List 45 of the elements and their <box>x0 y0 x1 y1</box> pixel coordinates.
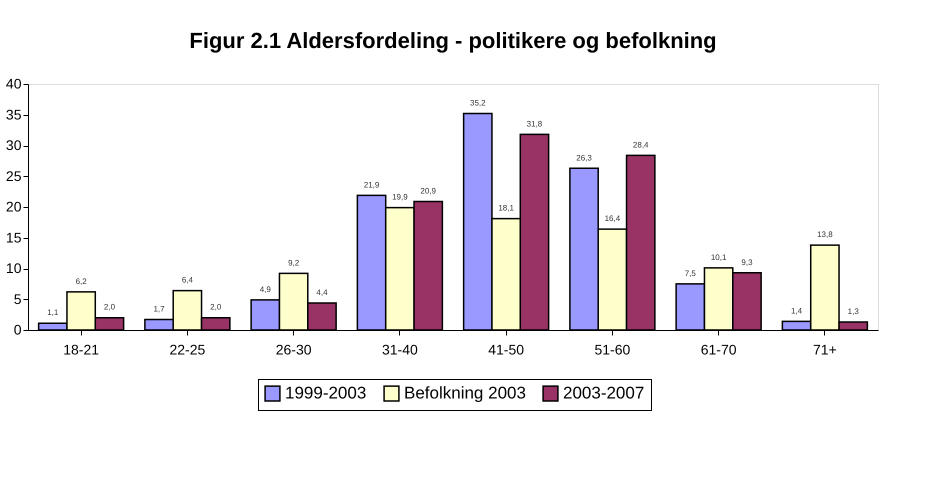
data-label: 18,1 <box>498 204 514 213</box>
x-tick-label: 18-21 <box>63 342 100 358</box>
legend-label: 2003-2007 <box>563 384 644 403</box>
data-label: 7,5 <box>684 268 696 278</box>
data-label: 6,4 <box>182 276 194 285</box>
y-tick-label: 0 <box>14 322 22 338</box>
data-label: 28,4 <box>632 140 650 150</box>
chart-title: Figur 2.1 Aldersfordeling - politikere og befolkning <box>189 28 717 53</box>
x-tick-label: 41-50 <box>488 342 524 358</box>
data-label: 35,2 <box>470 98 486 108</box>
y-tick-label: 35 <box>6 106 22 122</box>
y-tick-label: 40 <box>6 76 22 92</box>
data-label: 1,7 <box>153 304 166 314</box>
x-tick-label: 22-25 <box>169 342 206 358</box>
data-label: 6,2 <box>76 276 88 286</box>
y-tick-label: 15 <box>6 229 22 246</box>
data-label: 1,1 <box>47 308 59 318</box>
data-label: 2,0 <box>104 302 116 312</box>
y-tick-label: 10 <box>6 260 22 276</box>
legend-label: 1999-2003 <box>285 384 366 403</box>
data-label: 13,8 <box>817 230 834 240</box>
x-tick-label: 51-60 <box>594 342 630 358</box>
data-label: 9,3 <box>741 258 754 267</box>
data-label: 1,3 <box>848 307 860 316</box>
data-label: 10,1 <box>710 252 727 262</box>
x-tick-label: 26-30 <box>276 342 312 358</box>
data-label: 9,2 <box>288 258 300 268</box>
y-tick-label: 30 <box>6 137 22 153</box>
data-label: 19,9 <box>392 192 408 202</box>
data-label: 26,3 <box>576 153 592 162</box>
data-label: 20,9 <box>420 186 437 196</box>
data-label: 4,9 <box>260 284 272 294</box>
data-label: 31,8 <box>526 119 543 128</box>
x-tick-label: 31-40 <box>382 342 418 358</box>
y-tick-label: 20 <box>6 198 22 214</box>
data-label: 16,4 <box>604 214 621 224</box>
legend-label: Befolkning 2003 <box>404 384 526 403</box>
y-tick-label: 25 <box>6 168 22 184</box>
data-label: 2,0 <box>210 302 222 312</box>
data-label: 1,4 <box>790 306 803 316</box>
data-label: 21,9 <box>364 180 380 190</box>
data-label: 4,4 <box>316 288 328 297</box>
x-tick-label: 71+ <box>813 342 837 358</box>
y-tick-label: 5 <box>14 290 22 307</box>
x-tick-label: 61-70 <box>700 342 737 358</box>
